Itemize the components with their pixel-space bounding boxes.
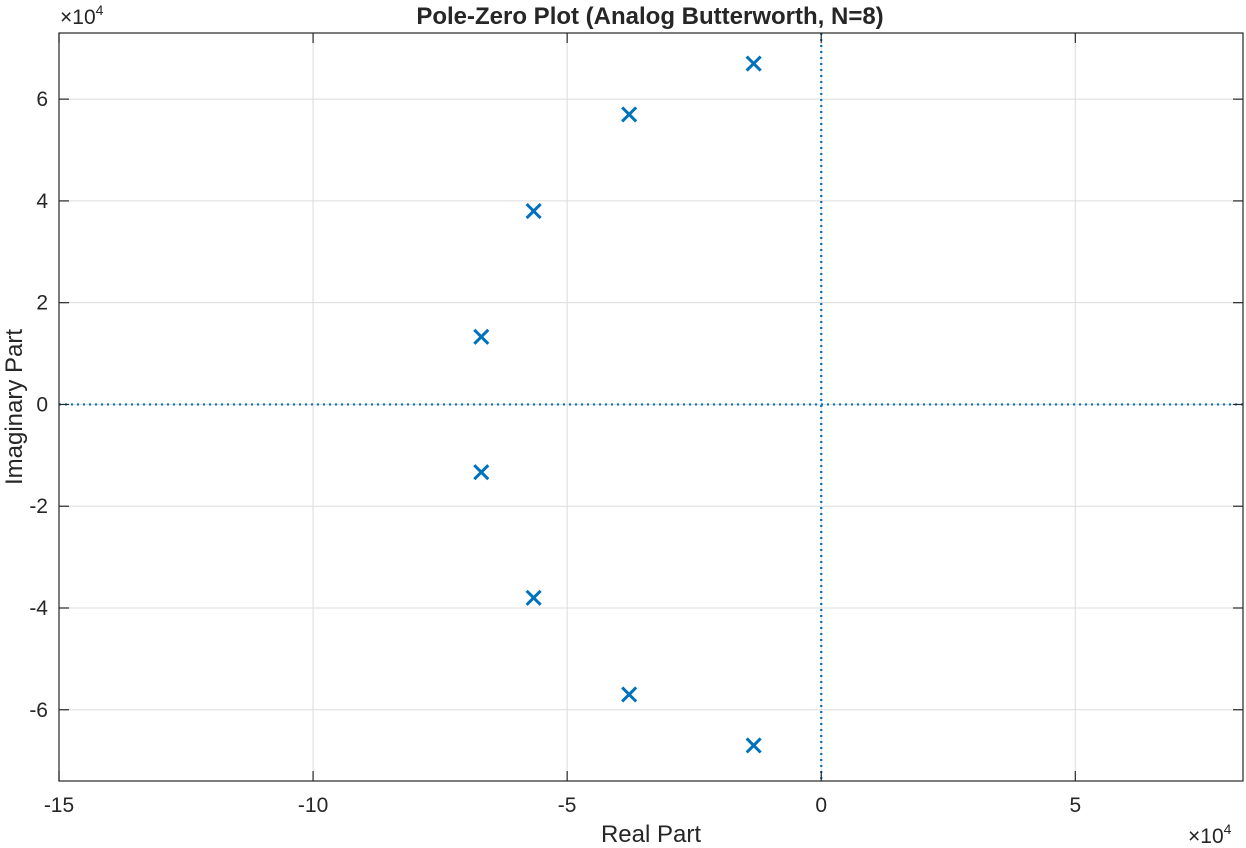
- x-tick-label: -15: [44, 794, 74, 817]
- pole-marker: [745, 55, 762, 72]
- y-tick-labels: -6 -4 -2 0 2 4 6: [29, 88, 48, 722]
- pole-marker-stroke: [745, 737, 762, 754]
- y-exponent-base: ×10: [60, 6, 96, 29]
- pole-marker-stroke: [525, 589, 542, 606]
- x-tick-label: -10: [298, 794, 328, 817]
- x-tick-labels: -15 -10 -5 0 5: [44, 794, 1081, 817]
- y-exponent-label: ×104: [60, 2, 104, 29]
- axes-box: [58, 32, 1244, 782]
- y-tick-label: -4: [29, 597, 48, 620]
- pole-marker-stroke: [473, 328, 490, 345]
- chart-title: Pole-Zero Plot (Analog Butterworth, N=8): [416, 3, 883, 30]
- x-tick-label: 5: [1069, 794, 1081, 817]
- pole-marker: [525, 203, 542, 220]
- x-tick-label: 0: [815, 794, 827, 817]
- y-tick-label: -6: [29, 699, 48, 722]
- y-tick-label: 6: [36, 88, 48, 111]
- x-tick-label: -5: [558, 794, 577, 817]
- x-exponent-label: ×104: [1188, 821, 1232, 848]
- y-exponent-power: 4: [96, 2, 104, 18]
- y-tick-label: 2: [36, 292, 48, 315]
- pole-marker: [473, 464, 490, 481]
- y-axis-label: Imaginary Part: [1, 329, 28, 485]
- y-tick-label: -2: [29, 495, 48, 518]
- pole-marker: [621, 686, 638, 703]
- y-tick-label: 0: [36, 393, 48, 416]
- pole-marker-stroke: [473, 464, 490, 481]
- pole-marker: [525, 589, 542, 606]
- y-tick-label: 4: [36, 190, 48, 213]
- x-axis-label: Real Part: [601, 821, 701, 848]
- x-exponent-base: ×10: [1188, 825, 1224, 848]
- pole-marker-stroke: [621, 686, 638, 703]
- pole-marker-stroke: [621, 106, 638, 123]
- pole-marker-stroke: [525, 203, 542, 220]
- tick-marks: [58, 33, 1243, 781]
- reference-lines: [59, 33, 1243, 781]
- pole-marker: [745, 737, 762, 754]
- pole-marker-stroke: [745, 55, 762, 72]
- x-exponent-power: 4: [1224, 821, 1232, 837]
- grid: [58, 33, 1243, 781]
- poles: [473, 55, 762, 754]
- pole-marker: [473, 328, 490, 345]
- pole-marker: [621, 106, 638, 123]
